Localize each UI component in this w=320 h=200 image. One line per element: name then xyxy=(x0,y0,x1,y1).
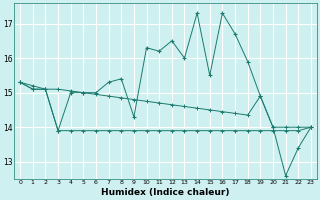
X-axis label: Humidex (Indice chaleur): Humidex (Indice chaleur) xyxy=(101,188,230,197)
